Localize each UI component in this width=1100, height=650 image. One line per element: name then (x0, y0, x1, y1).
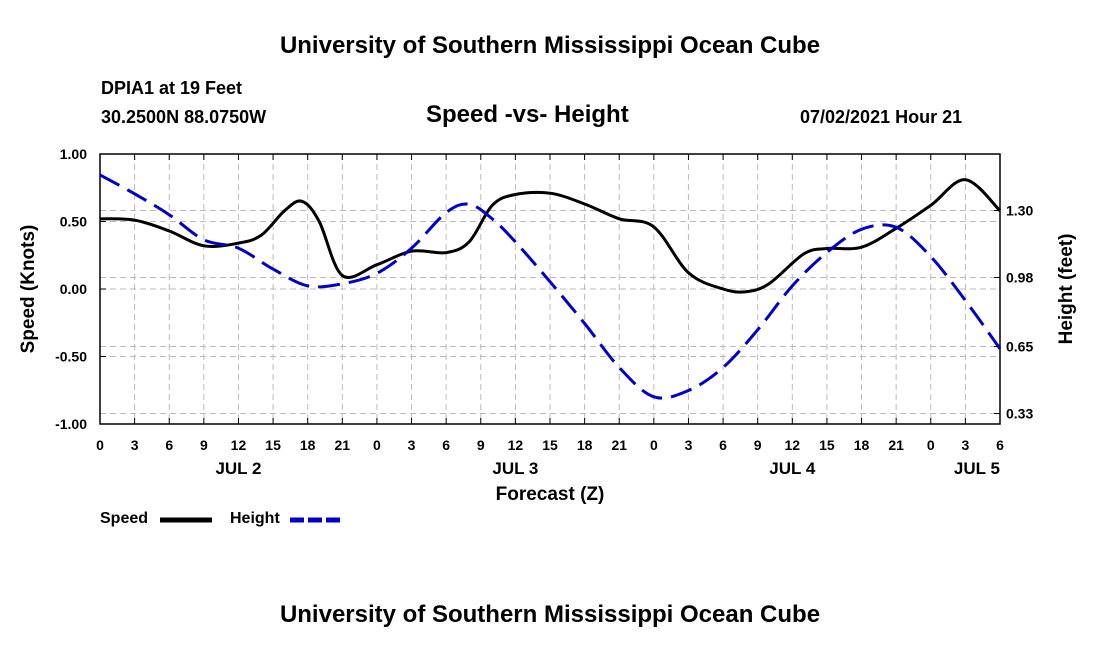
y-tick-label: 1.00 (60, 146, 87, 162)
x-tick-label: 6 (719, 437, 727, 453)
station-label: DPIA1 at 19 Feet (101, 78, 243, 98)
x-tick-label: 9 (477, 437, 485, 453)
day-label: JUL 2 (215, 459, 261, 478)
legend-speed-label: Speed (100, 510, 149, 527)
x-tick-label: 21 (888, 437, 904, 453)
x-tick-label: 12 (508, 437, 524, 453)
x-tick-label: 15 (819, 437, 835, 453)
x-tick-label: 15 (542, 437, 558, 453)
y2-tick-label: 0.65 (1006, 339, 1033, 355)
y-tick-label: 0.00 (60, 281, 87, 297)
x-axis-title: Forecast (Z) (496, 484, 605, 505)
page-title: University of Southern Mississippi Ocean… (279, 32, 821, 59)
x-tick-label: 0 (650, 437, 658, 453)
x-tick-label: 3 (131, 437, 139, 453)
location-label: 30.2500N 88.0750W (101, 107, 267, 127)
datetime-label: 07/02/2021 Hour 21 (800, 107, 963, 127)
series-line-speed (99, 178, 1002, 294)
y2-tick-label: 0.98 (1006, 269, 1033, 285)
x-tick-label: 0 (373, 437, 381, 453)
y2-tick-label: 1.30 (1006, 203, 1033, 219)
footer-title: University of Southern Mississippi Ocean… (279, 601, 821, 628)
series-line-height (99, 173, 1002, 400)
x-tick-label: 3 (685, 437, 693, 453)
x-tick-label: 9 (754, 437, 762, 453)
x-tick-label: 18 (300, 437, 316, 453)
x-tick-label: 6 (996, 437, 1004, 453)
y-axis-title: Speed (Knots) (18, 225, 39, 354)
y-tick-label: -1.00 (55, 416, 87, 432)
x-tick-label: 6 (442, 437, 450, 453)
y-tick-label: -0.50 (55, 349, 87, 365)
x-tick-label: 12 (231, 437, 247, 453)
x-tick-label: 12 (785, 437, 801, 453)
x-tick-label: 6 (165, 437, 173, 453)
x-tick-label: 3 (408, 437, 416, 453)
legend-height-label: Height (230, 510, 280, 527)
y-tick-label: 0.50 (60, 214, 87, 230)
chart-title: Speed -vs- Height (426, 101, 629, 128)
x-tick-label: 3 (961, 437, 969, 453)
x-tick-label: 9 (200, 437, 208, 453)
x-tick-label: 18 (577, 437, 593, 453)
x-tick-label: 21 (611, 437, 627, 453)
x-tick-label: 18 (854, 437, 870, 453)
x-tick-label: 0 (96, 437, 104, 453)
y2-axis-title: Height (feet) (1056, 234, 1077, 345)
y2-tick-label: 0.33 (1006, 406, 1033, 422)
plot-frame (99, 153, 1001, 425)
x-tick-label: 21 (335, 437, 351, 453)
x-tick-label: 15 (265, 437, 281, 453)
day-label: JUL 4 (769, 459, 816, 478)
x-tick-label: 0 (927, 437, 935, 453)
day-label: JUL 5 (954, 459, 1000, 478)
day-label: JUL 3 (492, 459, 538, 478)
